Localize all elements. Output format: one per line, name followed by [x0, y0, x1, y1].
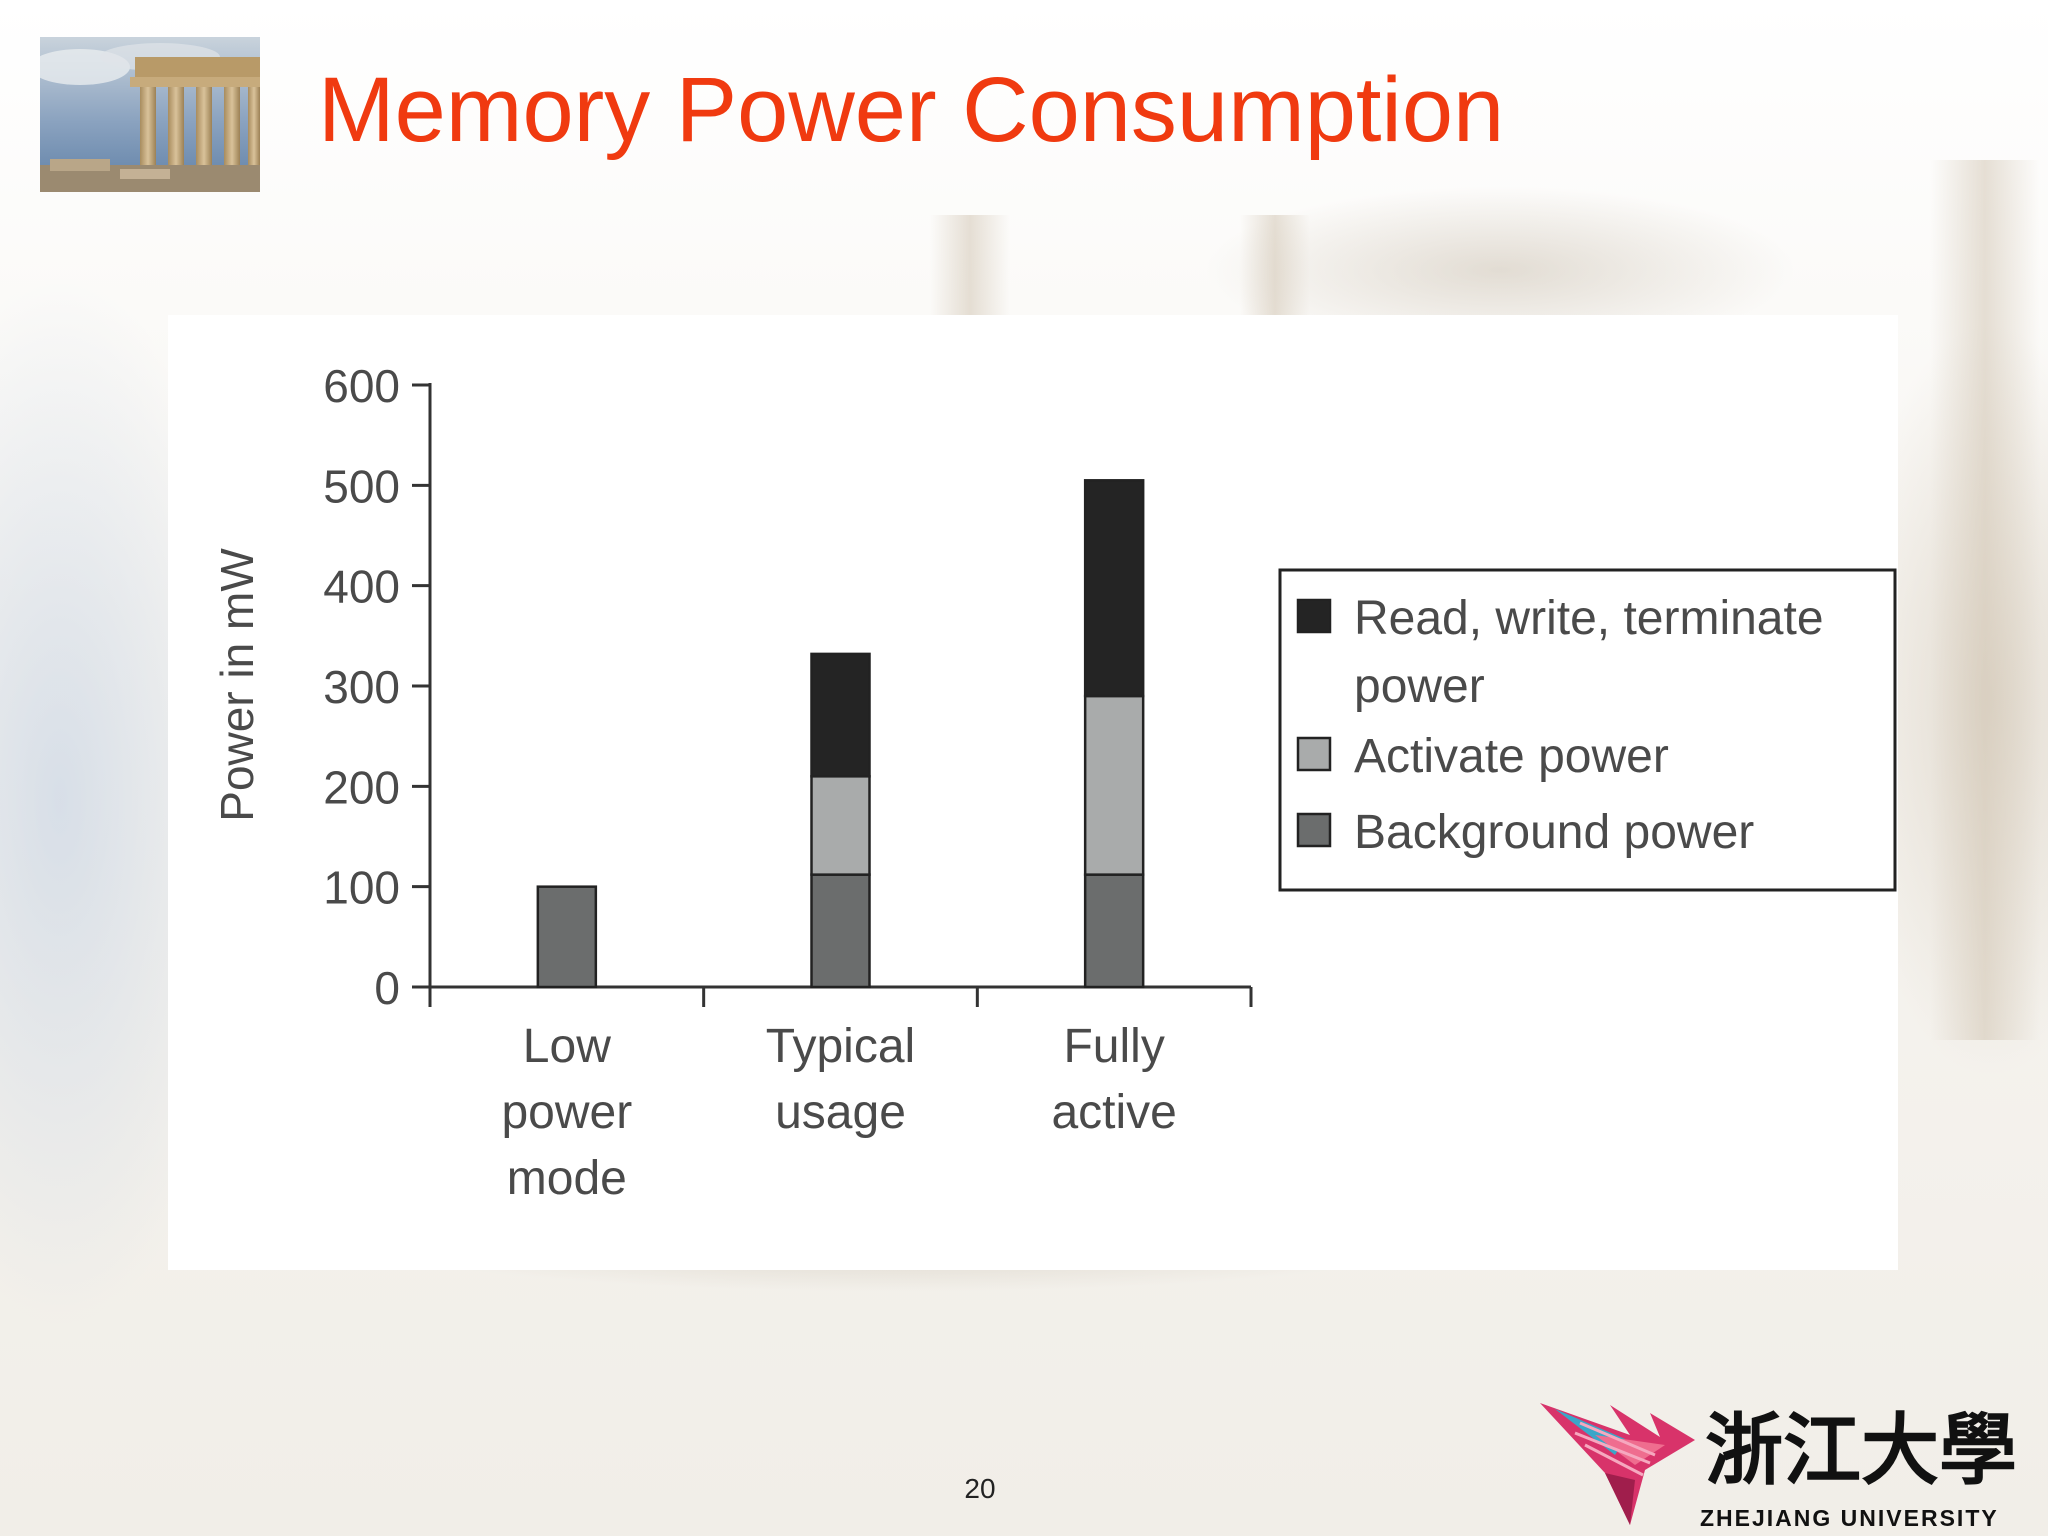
y-tick-label: 400 — [323, 561, 400, 613]
legend-label: Read, write, terminate — [1354, 592, 1824, 645]
y-tick-label: 500 — [323, 460, 400, 512]
background-column — [930, 215, 1010, 315]
page-number: 20 — [964, 1473, 996, 1504]
stacked-bar-chart: 0 100 200 300 400 500 600 Power in mW Low power mo… — [211, 360, 1897, 1205]
slide-title: Memory Power Consumption — [318, 59, 1505, 161]
background-column — [1240, 215, 1310, 315]
legend-box — [1278, 568, 1897, 892]
logo-chinese-text: 浙江大學 — [1705, 1405, 2017, 1496]
x-tick-label: usage — [775, 1086, 906, 1139]
parthenon-thumbnail — [40, 37, 260, 192]
chart-panel: 0 100 200 300 400 500 600 Power in mW Low power mo… — [168, 315, 1898, 1270]
bar-segment — [1083, 694, 1145, 876]
legend-label: Background power — [1354, 806, 1754, 859]
y-tick-label: 200 — [323, 761, 400, 813]
legend-label: Activate power — [1354, 730, 1669, 783]
x-tick-label: active — [1051, 1086, 1176, 1139]
legend-label: power — [1354, 660, 1485, 713]
legend-swatch — [1296, 812, 1332, 848]
bar-segment — [1083, 479, 1145, 698]
x-tick-label: Low — [523, 1020, 611, 1073]
y-axis-label: Power in mW — [211, 548, 263, 822]
bar-segment — [810, 873, 871, 989]
bar-segment — [1083, 873, 1145, 989]
bar-segment — [810, 652, 871, 778]
y-tick-label: 0 — [374, 962, 400, 1014]
logo-english-text: ZHEJIANG UNIVERSITY — [1700, 1505, 1999, 1531]
x-tick-label: Fully — [1063, 1020, 1164, 1073]
y-tick-label: 600 — [323, 360, 400, 412]
background-column — [1930, 160, 2040, 1040]
bar-segment — [810, 775, 871, 876]
x-tick-label: mode — [507, 1152, 627, 1205]
legend-swatch — [1296, 598, 1332, 634]
legend-swatch — [1296, 736, 1332, 772]
zhejiang-university-logo: 浙江大學 — [1535, 1395, 2035, 1530]
bar-segment — [536, 885, 598, 989]
y-tick-label: 100 — [323, 862, 400, 914]
x-tick-label: power — [501, 1086, 632, 1139]
x-tick-label: Typical — [766, 1020, 915, 1073]
y-tick-label: 300 — [323, 661, 400, 713]
